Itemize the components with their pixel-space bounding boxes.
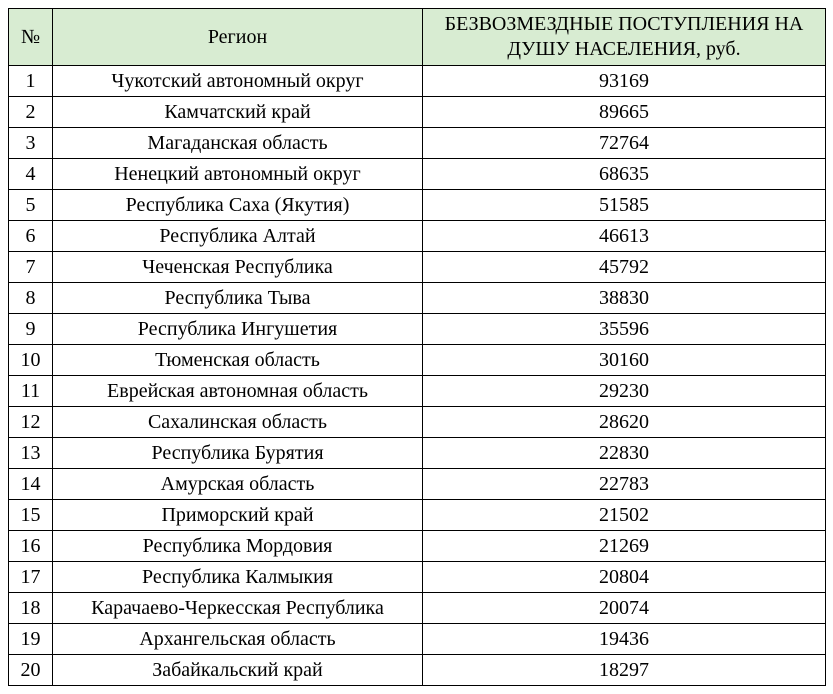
table-row: 3Магаданская область72764 xyxy=(9,128,826,159)
cell-value: 89665 xyxy=(423,97,826,128)
cell-region: Забайкальский край xyxy=(53,655,423,686)
cell-num: 5 xyxy=(9,190,53,221)
cell-num: 3 xyxy=(9,128,53,159)
cell-value: 28620 xyxy=(423,407,826,438)
cell-num: 2 xyxy=(9,97,53,128)
cell-region: Республика Бурятия xyxy=(53,438,423,469)
cell-num: 10 xyxy=(9,345,53,376)
col-header-num: № xyxy=(9,9,53,66)
cell-num: 8 xyxy=(9,283,53,314)
cell-region: Магаданская область xyxy=(53,128,423,159)
cell-region: Еврейская автономная область xyxy=(53,376,423,407)
cell-region: Приморский край xyxy=(53,500,423,531)
col-header-region: Регион xyxy=(53,9,423,66)
cell-num: 1 xyxy=(9,66,53,97)
table-row: 2Камчатский край89665 xyxy=(9,97,826,128)
cell-region: Сахалинская область xyxy=(53,407,423,438)
cell-value: 20804 xyxy=(423,562,826,593)
cell-value: 35596 xyxy=(423,314,826,345)
table-row: 14Амурская область22783 xyxy=(9,469,826,500)
table-row: 10Тюменская область30160 xyxy=(9,345,826,376)
cell-region: Республика Алтай xyxy=(53,221,423,252)
cell-region: Республика Тыва xyxy=(53,283,423,314)
cell-region: Республика Саха (Якутия) xyxy=(53,190,423,221)
cell-region: Архангельская область xyxy=(53,624,423,655)
cell-region: Камчатский край xyxy=(53,97,423,128)
cell-num: 18 xyxy=(9,593,53,624)
cell-region: Карачаево-Черкесская Республика xyxy=(53,593,423,624)
cell-num: 17 xyxy=(9,562,53,593)
cell-region: Республика Мордовия xyxy=(53,531,423,562)
cell-value: 29230 xyxy=(423,376,826,407)
table-row: 6Республика Алтай46613 xyxy=(9,221,826,252)
cell-num: 20 xyxy=(9,655,53,686)
table-header: № Регион БЕЗВОЗМЕЗДНЫЕ ПОСТУПЛЕНИЯ НА ДУ… xyxy=(9,9,826,66)
col-header-value: БЕЗВОЗМЕЗДНЫЕ ПОСТУПЛЕНИЯ НА ДУШУ НАСЕЛЕ… xyxy=(423,9,826,66)
cell-value: 72764 xyxy=(423,128,826,159)
cell-value: 30160 xyxy=(423,345,826,376)
cell-value: 20074 xyxy=(423,593,826,624)
cell-value: 22783 xyxy=(423,469,826,500)
table-row: 5Республика Саха (Якутия)51585 xyxy=(9,190,826,221)
cell-region: Тюменская область xyxy=(53,345,423,376)
cell-num: 9 xyxy=(9,314,53,345)
cell-value: 51585 xyxy=(423,190,826,221)
cell-value: 21269 xyxy=(423,531,826,562)
cell-value: 19436 xyxy=(423,624,826,655)
cell-num: 16 xyxy=(9,531,53,562)
cell-num: 15 xyxy=(9,500,53,531)
cell-value: 38830 xyxy=(423,283,826,314)
cell-value: 18297 xyxy=(423,655,826,686)
table-row: 18Карачаево-Черкесская Республика20074 xyxy=(9,593,826,624)
table-row: 12Сахалинская область28620 xyxy=(9,407,826,438)
cell-region: Республика Ингушетия xyxy=(53,314,423,345)
cell-region: Амурская область xyxy=(53,469,423,500)
cell-value: 21502 xyxy=(423,500,826,531)
cell-num: 13 xyxy=(9,438,53,469)
table-row: 13Республика Бурятия22830 xyxy=(9,438,826,469)
table-row: 4Ненецкий автономный округ68635 xyxy=(9,159,826,190)
cell-region: Чукотский автономный округ xyxy=(53,66,423,97)
table-row: 20Забайкальский край18297 xyxy=(9,655,826,686)
table-row: 16Республика Мордовия21269 xyxy=(9,531,826,562)
table-row: 9Республика Ингушетия35596 xyxy=(9,314,826,345)
cell-num: 14 xyxy=(9,469,53,500)
cell-value: 68635 xyxy=(423,159,826,190)
table-row: 7Чеченская Республика45792 xyxy=(9,252,826,283)
cell-region: Ненецкий автономный округ xyxy=(53,159,423,190)
cell-value: 22830 xyxy=(423,438,826,469)
regions-table: № Регион БЕЗВОЗМЕЗДНЫЕ ПОСТУПЛЕНИЯ НА ДУ… xyxy=(8,8,826,686)
cell-num: 12 xyxy=(9,407,53,438)
table-row: 8Республика Тыва38830 xyxy=(9,283,826,314)
table-row: 1Чукотский автономный округ93169 xyxy=(9,66,826,97)
cell-region: Чеченская Республика xyxy=(53,252,423,283)
cell-value: 93169 xyxy=(423,66,826,97)
cell-num: 7 xyxy=(9,252,53,283)
cell-num: 11 xyxy=(9,376,53,407)
table-row: 11Еврейская автономная область29230 xyxy=(9,376,826,407)
table-row: 15Приморский край21502 xyxy=(9,500,826,531)
table-row: 19Архангельская область19436 xyxy=(9,624,826,655)
table-row: 17Республика Калмыкия20804 xyxy=(9,562,826,593)
table-body: 1Чукотский автономный округ931692Камчатс… xyxy=(9,66,826,686)
cell-value: 46613 xyxy=(423,221,826,252)
cell-num: 6 xyxy=(9,221,53,252)
cell-region: Республика Калмыкия xyxy=(53,562,423,593)
cell-num: 4 xyxy=(9,159,53,190)
cell-value: 45792 xyxy=(423,252,826,283)
cell-num: 19 xyxy=(9,624,53,655)
